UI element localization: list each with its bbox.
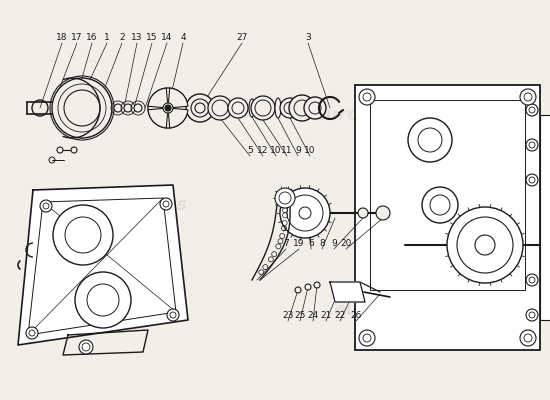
Circle shape [520,330,536,346]
Circle shape [359,330,375,346]
Circle shape [526,174,538,186]
Circle shape [124,104,132,112]
Circle shape [186,94,214,122]
Circle shape [305,284,311,290]
Text: 1: 1 [104,33,110,42]
Text: 22: 22 [334,311,345,320]
Text: 15: 15 [146,33,158,42]
Circle shape [422,187,458,223]
Circle shape [40,200,52,212]
Circle shape [295,287,301,293]
Ellipse shape [249,99,255,117]
Polygon shape [330,282,365,302]
Text: 18: 18 [56,33,68,42]
Circle shape [408,118,452,162]
Text: 23: 23 [282,311,294,320]
Circle shape [134,104,142,112]
Text: 19: 19 [293,239,305,248]
Circle shape [526,139,538,151]
Text: eurospares: eurospares [73,196,187,214]
Text: 24: 24 [307,311,318,320]
Text: 17: 17 [72,33,82,42]
Circle shape [53,205,113,265]
Text: 10: 10 [270,146,282,155]
Bar [370,100,525,290]
Text: 7: 7 [283,239,289,248]
Text: 25: 25 [294,311,306,320]
Text: eurospares: eurospares [333,301,447,319]
Circle shape [289,95,315,121]
Circle shape [26,327,38,339]
Wedge shape [168,108,188,128]
Circle shape [359,89,375,105]
Text: 20: 20 [340,239,351,248]
Text: 14: 14 [161,33,173,42]
Circle shape [526,309,538,321]
Circle shape [71,147,77,153]
Circle shape [526,104,538,116]
Circle shape [167,309,179,321]
Text: 13: 13 [131,33,143,42]
Wedge shape [148,108,168,128]
Text: 3: 3 [305,33,311,42]
Circle shape [376,206,390,220]
Circle shape [57,147,63,153]
Circle shape [114,104,122,112]
Circle shape [280,98,300,118]
Circle shape [358,208,368,218]
Text: 9: 9 [295,146,301,155]
Circle shape [163,103,173,113]
Wedge shape [148,88,168,108]
Text: 4: 4 [180,33,186,42]
Wedge shape [168,88,188,108]
Circle shape [79,340,93,354]
Text: eurospares: eurospares [313,106,427,124]
Circle shape [160,198,172,210]
Circle shape [52,78,112,138]
Ellipse shape [275,98,281,118]
Bar [540,115,550,320]
Text: 2: 2 [119,33,125,42]
Text: 21: 21 [320,311,332,320]
Circle shape [228,98,248,118]
Text: 5: 5 [247,146,253,155]
Circle shape [526,274,538,286]
Circle shape [447,207,523,283]
Polygon shape [18,185,188,345]
Circle shape [314,282,320,288]
Circle shape [165,105,171,111]
Circle shape [75,272,131,328]
Text: 6: 6 [308,239,314,248]
Circle shape [304,97,326,119]
Text: 9: 9 [331,239,337,248]
Circle shape [280,188,330,238]
Bar [355,85,540,350]
Text: 12: 12 [257,146,269,155]
Circle shape [275,188,295,208]
Text: 16: 16 [86,33,98,42]
Text: 10: 10 [304,146,316,155]
Circle shape [520,89,536,105]
Text: 8: 8 [319,239,325,248]
Text: 27: 27 [236,33,248,42]
Circle shape [251,96,275,120]
Text: 11: 11 [281,146,293,155]
Circle shape [208,96,232,120]
Text: 26: 26 [350,311,362,320]
